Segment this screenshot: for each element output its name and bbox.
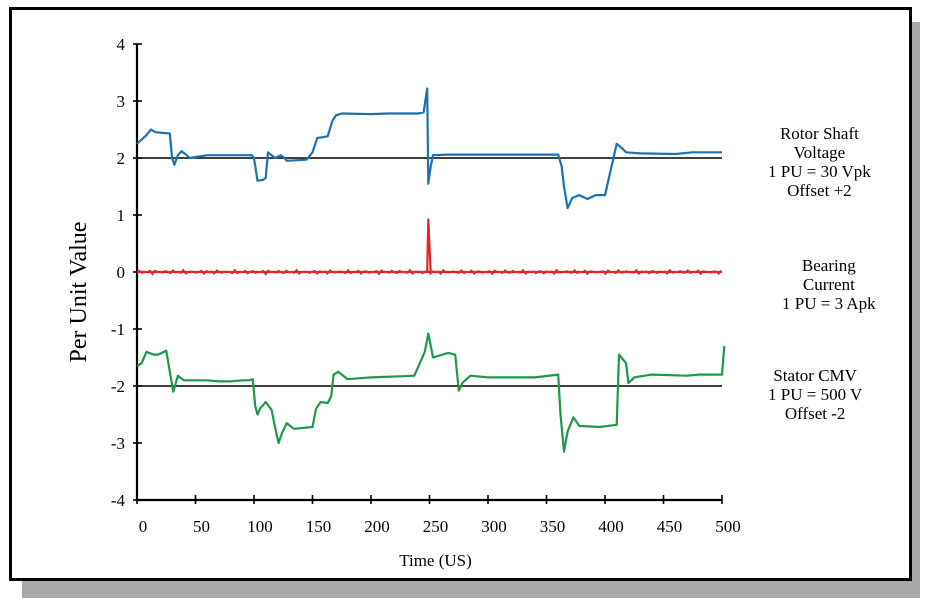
annotation-line: Current [802,275,855,294]
x-tick-label: 400 [598,517,624,536]
y-axis-label: Per Unit Value [66,222,92,363]
x-tick-label: 100 [247,517,273,536]
annotation-line: Offset +2 [787,181,852,200]
x-tick-label: 50 [193,517,210,536]
x-tick-label: 0 [139,517,148,536]
series-line-bearing-current [137,218,722,274]
y-tick-label: 2 [117,149,126,168]
annotation-line: Rotor Shaft [779,124,859,143]
y-tick-label: 1 [117,206,126,225]
annotation-line: Stator CMV [773,366,857,385]
x-tick-label: 200 [364,517,390,536]
y-tick-label: -1 [111,320,125,339]
x-tick-label: 450 [657,517,683,536]
y-tick-label: 3 [117,92,126,111]
y-tick-label: -2 [111,377,125,396]
series-line-rotor-shaft-voltage [136,87,722,210]
x-axis-label: Time (US) [399,551,472,570]
annotation-line: Offset -2 [784,404,846,423]
annotation-bearing-current: Bearing Current 1 PU = 3 Apk [782,256,876,313]
y-tick-label: -4 [111,491,126,510]
x-tick-label: 500 [715,517,741,536]
annotation-line: Voltage [793,143,846,162]
annotation-line: Bearing [801,256,856,275]
annotation-line: 1 PU = 500 V [768,385,863,404]
x-tick-label: 250 [423,517,449,536]
series-line-stator-cmv [136,332,726,453]
annotation-line: 1 PU = 30 Vpk [768,162,871,181]
chart-frame [9,7,912,581]
x-tick-label: 350 [540,517,566,536]
annotation-line: 1 PU = 3 Apk [782,294,876,313]
x-tick-label: 150 [306,517,332,536]
annotation-stator-cmv: Stator CMV 1 PU = 500 V Offset -2 [768,366,862,423]
y-tick-label: 4 [117,35,126,54]
y-tick-label: 0 [117,263,126,282]
x-tick-label: 300 [481,517,507,536]
y-tick-label: -3 [111,434,125,453]
annotation-rotor-shaft-voltage: Rotor Shaft Voltage 1 PU = 30 Vpk Offset… [768,124,871,200]
bearing-current-noise [136,268,722,276]
